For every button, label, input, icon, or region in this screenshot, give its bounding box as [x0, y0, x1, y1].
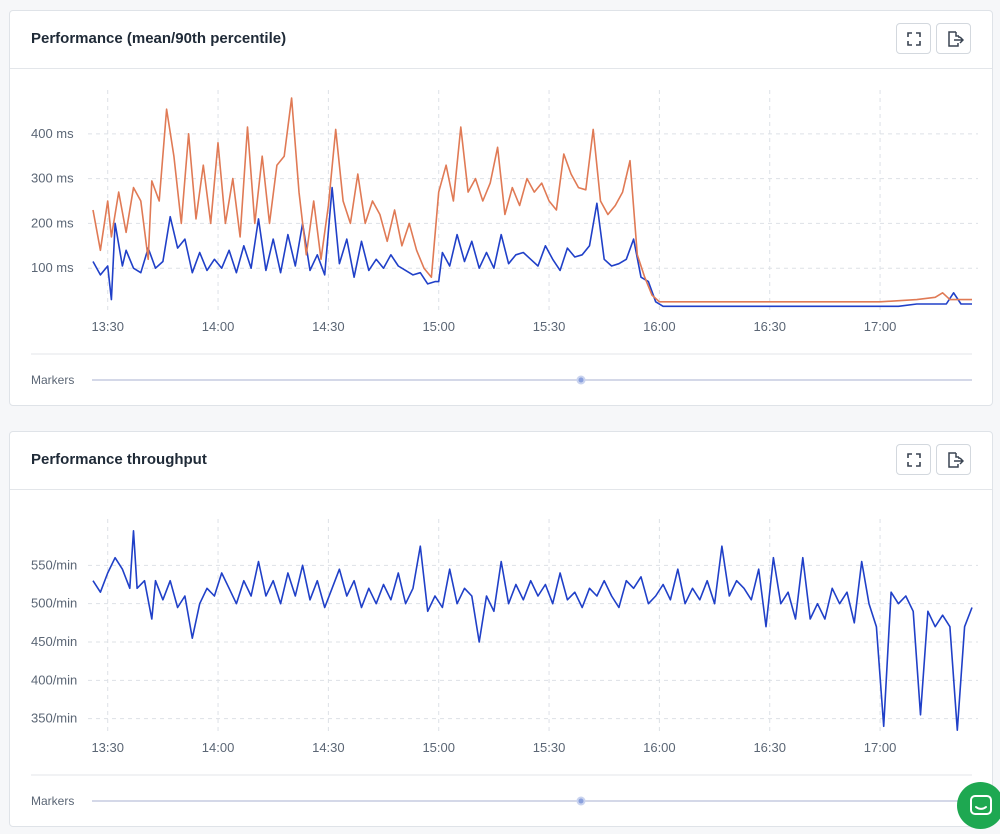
x-tick-label: 17:00: [864, 740, 897, 755]
y-tick-label: 550/min: [31, 557, 77, 572]
expand-icon: [907, 453, 921, 467]
chat-button[interactable]: [957, 782, 1000, 829]
performance-chart: 13:30 14:00 14:30 15:00 15:30 16:00 16:30 17:00…: [31, 90, 978, 387]
chart-panel-throughput: Performance throughput 13:30 14:00 14:30 15…: [9, 431, 993, 827]
series-line-0: [92, 530, 973, 731]
panel-header: Performance (mean/90th percentile): [10, 11, 992, 69]
export-icon: [948, 31, 964, 47]
panel-title: Performance (mean/90th percentile): [31, 30, 287, 47]
y-tick-label: 400 ms: [31, 126, 74, 141]
x-tick-label: 16:30: [753, 740, 786, 755]
panel-header: Performance throughput: [10, 432, 992, 490]
markers-label: Markers: [31, 373, 74, 387]
chart-panel-performance: Performance (mean/90th percentile) 13:30…: [9, 10, 993, 406]
x-tick-label: 16:00: [643, 740, 676, 755]
x-tick-label: 17:00: [864, 319, 897, 334]
markers-handle-dot: [578, 377, 584, 383]
fullscreen-button[interactable]: [896, 444, 931, 475]
x-tick-label: 13:30: [91, 319, 124, 334]
panel-title: Performance throughput: [31, 451, 207, 468]
x-tick-label: 15:00: [422, 319, 455, 334]
markers-handle-dot: [578, 798, 584, 804]
x-tick-label: 16:00: [643, 319, 676, 334]
export-button[interactable]: [936, 23, 971, 54]
x-tick-label: 14:30: [312, 319, 345, 334]
chat-icon: [970, 795, 992, 815]
x-tick-label: 14:30: [312, 740, 345, 755]
y-tick-label: 500/min: [31, 596, 77, 611]
y-tick-label: 350/min: [31, 711, 77, 726]
y-tick-label: 100 ms: [31, 260, 74, 275]
x-tick-label: 14:00: [202, 319, 235, 334]
series-line-0: [92, 186, 972, 308]
expand-icon: [907, 32, 921, 46]
x-tick-label: 15:30: [533, 740, 566, 755]
x-tick-label: 16:30: [753, 319, 786, 334]
y-tick-label: 300 ms: [31, 171, 74, 186]
y-tick-label: 450/min: [31, 634, 77, 649]
x-tick-label: 15:00: [422, 740, 455, 755]
series-line-1: [92, 97, 972, 303]
markers-label: Markers: [31, 794, 74, 808]
export-button[interactable]: [936, 444, 971, 475]
throughput-chart: 13:30 14:00 14:30 15:00 15:30 16:00 16:30 17:00…: [31, 519, 978, 808]
y-tick-label: 400/min: [31, 672, 77, 687]
x-tick-label: 14:00: [202, 740, 235, 755]
x-tick-label: 15:30: [533, 319, 566, 334]
x-tick-label: 13:30: [91, 740, 124, 755]
export-icon: [948, 452, 964, 468]
fullscreen-button[interactable]: [896, 23, 931, 54]
y-tick-label: 200 ms: [31, 215, 74, 230]
